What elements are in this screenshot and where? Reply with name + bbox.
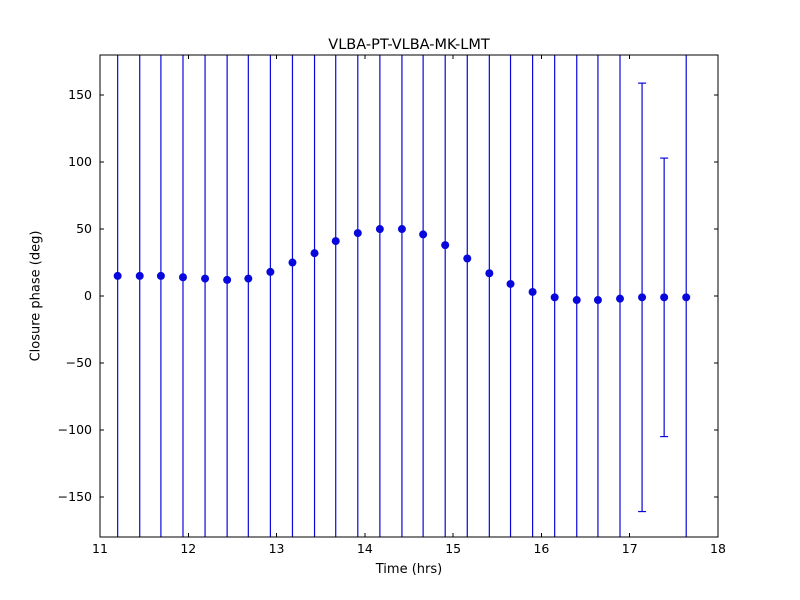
x-tick-label: 12: [180, 541, 196, 556]
data-point-marker: [113, 271, 122, 280]
axis-ticks: [99, 55, 719, 537]
data-point-marker: [506, 279, 515, 288]
data-point-marker: [419, 230, 428, 239]
data-point-marker: [266, 267, 275, 276]
data-point-marker: [397, 225, 406, 234]
x-tick-label: 17: [622, 541, 638, 556]
data-point-marker: [223, 275, 232, 284]
x-tick-label: 14: [357, 541, 373, 556]
data-point-marker: [682, 293, 691, 302]
data-point-marker: [638, 293, 647, 302]
data-point-marker: [156, 271, 165, 280]
errorbars: [117, 55, 687, 537]
data-point-marker: [660, 293, 669, 302]
data-point-marker: [528, 287, 537, 296]
x-tick-label: 11: [92, 541, 108, 556]
data-point-marker: [310, 249, 319, 258]
data-point-marker: [178, 273, 187, 282]
x-tick-label: 18: [710, 541, 726, 556]
data-point-marker: [463, 254, 472, 263]
y-tick-label: −150: [58, 489, 92, 504]
y-tick-label: −100: [58, 422, 92, 437]
y-tick-label: −50: [66, 355, 92, 370]
data-point-marker: [288, 258, 297, 267]
y-tick-label: 150: [68, 87, 92, 102]
x-axis-label: Time (hrs): [375, 562, 443, 577]
y-tick-label: 50: [76, 221, 92, 236]
data-point-marker: [593, 296, 602, 305]
y-tick-label: 0: [84, 288, 92, 303]
y-tick-label: 100: [68, 154, 92, 169]
data-point-marker: [331, 237, 340, 246]
data-points: [113, 225, 691, 305]
data-point-marker: [550, 293, 559, 302]
data-point-marker: [353, 229, 362, 238]
data-point-marker: [572, 296, 581, 305]
chart-title: VLBA-PT-VLBA-MK-LMT: [328, 37, 490, 53]
axes-frame: [99, 54, 719, 538]
data-point-marker: [244, 274, 253, 283]
data-point-marker: [375, 225, 384, 234]
tick-labels: 11 12 13 14 15 16 17 18 −150 −100 −50 0 50 100 150: [58, 87, 726, 556]
x-tick-label: 15: [445, 541, 461, 556]
x-tick-label: 13: [269, 541, 285, 556]
data-point-marker: [441, 241, 450, 250]
x-tick-label: 16: [533, 541, 549, 556]
data-point-marker: [135, 271, 144, 280]
data-point-marker: [616, 294, 625, 303]
data-point-marker: [485, 269, 494, 278]
y-axis-label: Closure phase (deg): [28, 230, 44, 362]
data-point-marker: [201, 274, 210, 283]
